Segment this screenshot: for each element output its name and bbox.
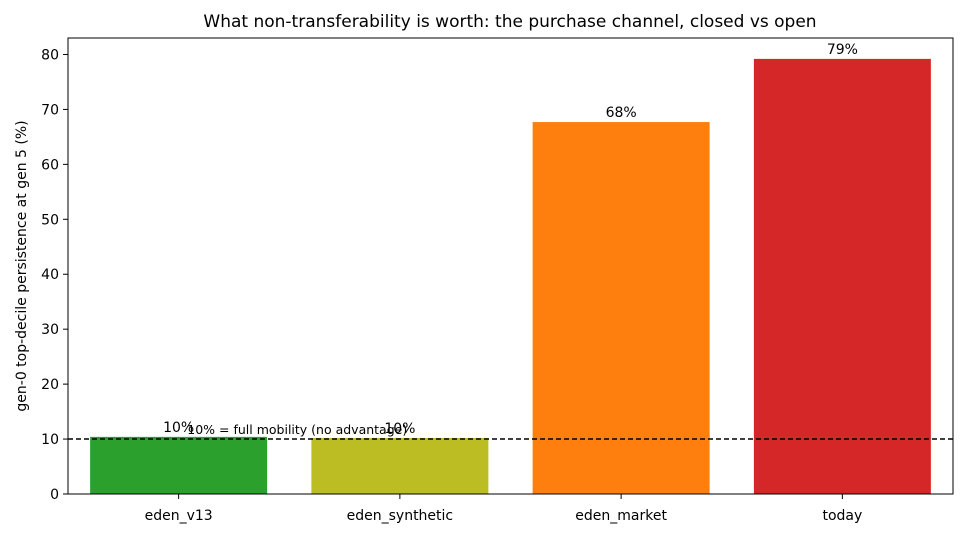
y-tick-label: 60 bbox=[41, 157, 59, 173]
x-tick-label: eden_synthetic bbox=[347, 508, 454, 524]
bar-eden_market bbox=[532, 122, 710, 494]
bar-value-label: 68% bbox=[606, 105, 637, 121]
bar-value-label: 79% bbox=[827, 42, 858, 58]
x-tick-label: today bbox=[822, 508, 862, 524]
y-tick-label: 40 bbox=[41, 267, 59, 283]
y-tick-label: 50 bbox=[41, 212, 59, 228]
bar-eden_v13 bbox=[90, 436, 268, 494]
x-tick-label: eden_market bbox=[575, 508, 667, 524]
y-tick-label: 70 bbox=[41, 102, 59, 118]
reference-line-label: 10% = full mobility (no advantage) bbox=[187, 422, 407, 437]
bar-value-label: 10% bbox=[384, 421, 415, 437]
bar-value-label: 10% bbox=[163, 420, 194, 436]
y-tick-label: 0 bbox=[50, 487, 59, 503]
x-tick-label: eden_v13 bbox=[145, 508, 213, 524]
chart-title: What non-transferability is worth: the p… bbox=[203, 12, 816, 32]
bar-today bbox=[753, 58, 931, 495]
plot-frame bbox=[67, 37, 954, 495]
plot-area: 0 10 20 30 40 50 60 70 80 eden_v13 eden_synthetic e… bbox=[41, 37, 954, 524]
y-axis-label: gen-0 top-decile persistence at gen 5 (%… bbox=[14, 120, 30, 411]
y-tick-label: 80 bbox=[41, 47, 59, 63]
y-tick-label: 20 bbox=[41, 377, 59, 393]
y-tick-label: 30 bbox=[41, 322, 59, 338]
bar-eden_synthetic bbox=[311, 437, 489, 494]
y-tick-label: 10 bbox=[41, 432, 59, 448]
